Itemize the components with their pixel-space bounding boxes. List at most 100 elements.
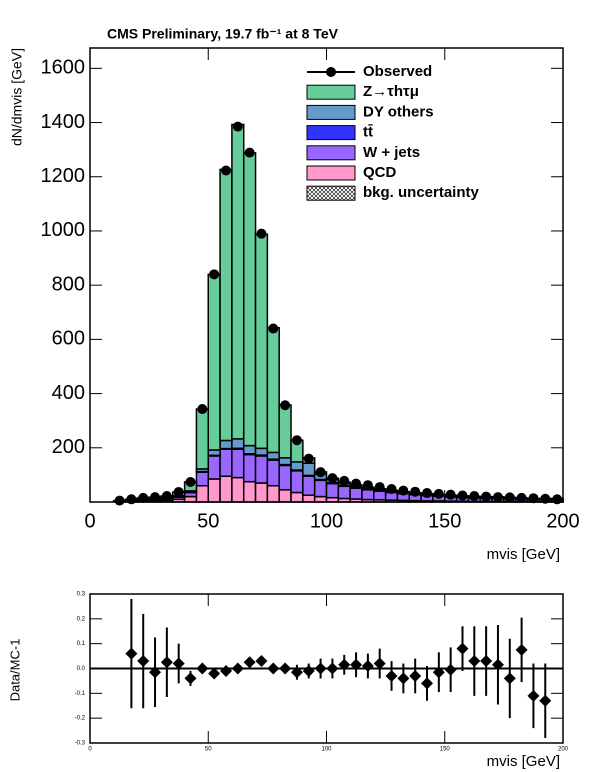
stack-bar [231, 476, 245, 503]
x-tick-label: 0 [88, 747, 92, 753]
stack-bar [254, 233, 269, 450]
stack-bar [207, 273, 221, 451]
legend-swatch [306, 145, 356, 161]
observed-point [220, 165, 231, 176]
legend-label: W + jets [363, 144, 420, 161]
observed-point [327, 473, 338, 484]
stack-bar [313, 495, 328, 503]
stack-bar [219, 439, 233, 450]
ratio-point [196, 662, 209, 675]
stack-bar [349, 487, 363, 500]
observed-point [422, 488, 433, 499]
stack-bar [254, 482, 269, 503]
legend-label: Z→τhτμ [363, 83, 419, 100]
ratio-point [468, 655, 481, 668]
observed-point [280, 400, 291, 411]
stack-bar [266, 326, 280, 454]
stack-bar [337, 485, 351, 500]
ratio-point [515, 643, 528, 656]
x-tick-label: 0 [84, 510, 95, 532]
stack-bar [207, 449, 221, 457]
observed-point [386, 483, 397, 494]
plot-frame [89, 47, 564, 503]
legend-swatch [306, 84, 356, 100]
y-tick-label: 200 [52, 436, 85, 458]
observed-point [516, 492, 527, 503]
ratio-y-label: Data/MC-1 [7, 639, 22, 702]
observed-point [398, 485, 409, 496]
stack-bar [242, 152, 257, 447]
stack-bar [231, 438, 245, 450]
stack-bar [231, 123, 245, 440]
y-tick-label: 1400 [41, 111, 86, 133]
stack-bar [361, 489, 375, 501]
x-tick-label: 200 [558, 747, 569, 753]
legend-swatch [306, 104, 356, 120]
y-tick-label: 1000 [41, 219, 86, 241]
ratio-point [267, 662, 280, 675]
ratio-point [279, 662, 292, 675]
observed-point [315, 467, 326, 478]
stack-bar [290, 461, 304, 471]
observed-point [256, 228, 267, 239]
stack-bar [325, 482, 340, 499]
observed-point [232, 121, 243, 132]
ratio-point [172, 657, 185, 670]
legend-marker [326, 67, 336, 77]
stack-bar [302, 475, 316, 496]
ratio-point [184, 672, 197, 685]
ratio-point [456, 642, 469, 655]
observed-point [469, 491, 480, 502]
y-axis-label: dN/dmvis [GeV] [9, 48, 25, 146]
x-tick-label: 150 [428, 510, 461, 532]
stack-bar [195, 408, 210, 470]
ratio-point [160, 656, 173, 669]
y-tick-label: 0.3 [77, 592, 86, 598]
observed-point [291, 435, 302, 446]
observed-point [528, 493, 539, 504]
stack-bar [219, 168, 233, 442]
stack-bar [242, 444, 257, 455]
ratio-point [432, 666, 445, 679]
ratio-point [503, 672, 516, 685]
stack-bar [207, 455, 221, 480]
stack-bar [219, 475, 233, 503]
ratio-point [338, 658, 351, 671]
stack-bar [266, 484, 280, 503]
y-tick-label: 0.1 [77, 641, 86, 647]
observed-point [552, 494, 563, 505]
legend-label: bkg. uncertainty [363, 184, 480, 201]
y-tick-label: 400 [52, 382, 85, 404]
observed-point [374, 482, 385, 493]
observed-point [457, 490, 468, 501]
ratio-point [125, 647, 138, 660]
observed-point [209, 269, 220, 280]
x-tick-label: 50 [197, 510, 219, 532]
stack-bar [278, 489, 292, 503]
stack-bar [242, 453, 257, 483]
ratio-point [231, 662, 244, 675]
chart-title: CMS Preliminary, 19.7 fb⁻¹ at 8 TeV [107, 26, 339, 42]
observed-point [126, 494, 137, 505]
ratio-point [397, 672, 410, 685]
observed-point [268, 323, 279, 334]
legend-label: tt̄ [363, 123, 373, 140]
ratio-point [137, 655, 150, 668]
legend-swatch [306, 165, 356, 181]
stack-bar [278, 404, 292, 459]
stack-bar [278, 457, 292, 466]
ratio-point [302, 664, 315, 677]
ratio-point [326, 662, 339, 675]
ratio-point [361, 660, 374, 673]
x-axis-label: mvis [GeV] [487, 546, 560, 563]
ratio-point [219, 664, 232, 677]
ratio-x-label: mvis [GeV] [487, 753, 560, 770]
ratio-point [208, 667, 221, 680]
observed-point [114, 495, 125, 506]
stack-bar [231, 448, 245, 479]
y-tick-label: 1600 [41, 57, 86, 79]
ratio-point [480, 655, 493, 668]
observed-point [504, 492, 515, 503]
ratio-point [350, 658, 363, 671]
ratio-point [385, 669, 398, 682]
